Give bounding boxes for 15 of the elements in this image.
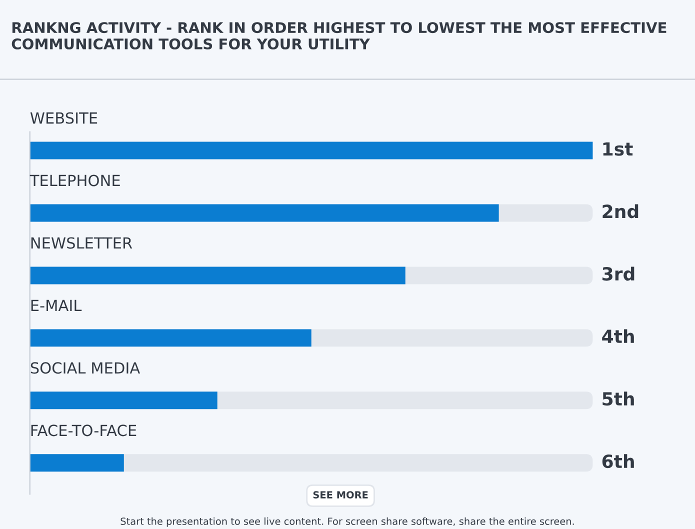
y-tick-label: WEBSITE — [30, 112, 98, 124]
y-tick-label: SOCIAL MEDIA — [30, 362, 140, 374]
annotation: SEE MORE — [313, 491, 368, 498]
text: 2nd — [602, 204, 638, 218]
y-tick-label: NEWSLETTER — [31, 237, 132, 249]
y-tick-label: E-MAIL — [31, 300, 82, 312]
y-tick-label: TELEPHONE — [30, 174, 120, 186]
chart-title: RANKNG ACTIVITY - RANK IN ORDER HIGHEST TO LOWEST THE MOST EFFECTIVE COMMUNICATION TOOLS FOR YOUR UTILITY — [12, 22, 666, 50]
text: 6th — [602, 454, 634, 468]
text: 3rd — [602, 266, 634, 281]
text: 4th — [602, 329, 634, 343]
text: 5th — [602, 392, 634, 406]
text: Start the presentation to see live content. For screen share software, share the entire screen. — [120, 517, 574, 527]
y-tick-label: FACE-TO-FACE — [31, 424, 136, 436]
text: 1st — [603, 142, 633, 156]
